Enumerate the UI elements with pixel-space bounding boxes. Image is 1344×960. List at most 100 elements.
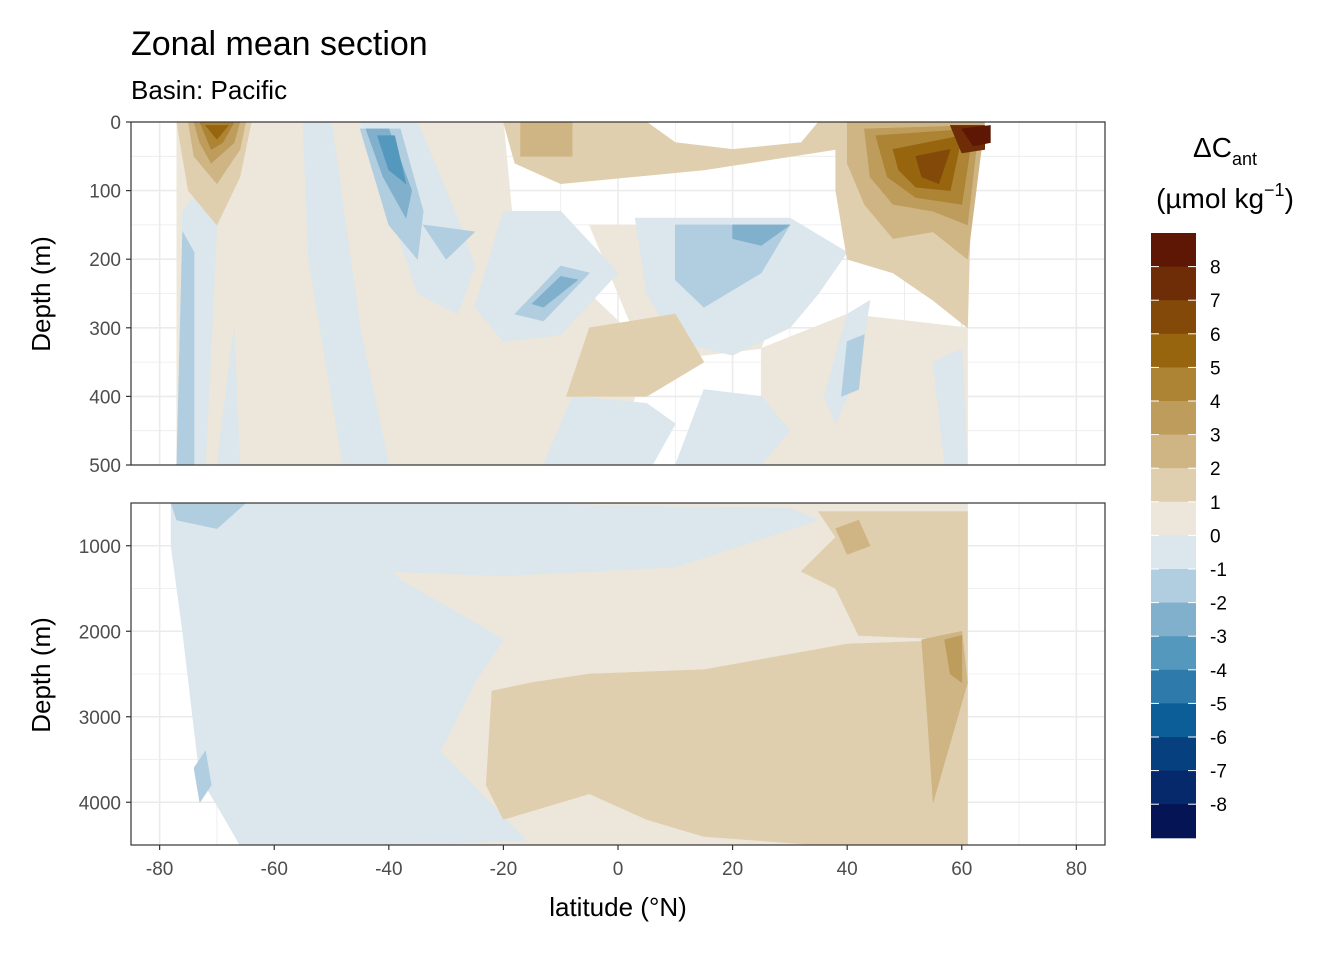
contour-region (841, 334, 865, 397)
contour-region (915, 149, 951, 184)
x-tick-label: 40 (837, 859, 858, 880)
y-tick-label: 4000 (79, 793, 121, 814)
y-tick-label: 500 (89, 456, 121, 477)
legend-title: ΔCant (1193, 132, 1257, 169)
contour-region (835, 519, 871, 555)
legend-label: -8 (1210, 795, 1227, 816)
legend-label: 4 (1210, 392, 1221, 413)
x-tick-label: -80 (146, 859, 173, 880)
legend-label: -4 (1210, 661, 1227, 682)
legend-swatch (1151, 501, 1196, 536)
legend-label: -2 (1210, 594, 1227, 615)
contour-region (732, 224, 791, 246)
contour-region (520, 122, 573, 157)
y-tick-label: 100 (89, 182, 121, 203)
legend-swatch (1151, 535, 1196, 570)
chart-title: Zonal mean section (131, 25, 428, 63)
x-tick-label: -20 (490, 859, 517, 880)
legend-title-main: ΔC (1193, 132, 1232, 163)
legend-swatch (1151, 468, 1196, 503)
contour-region (932, 348, 968, 465)
contour-region (531, 276, 579, 308)
y-tick-label: 2000 (79, 622, 121, 643)
lower-panel: 1000 2000 3000 4000 -80 -60 -40 -20 0 20 40 60 80 (79, 502, 1106, 880)
legend-label: -6 (1210, 728, 1227, 749)
contour-region (365, 128, 413, 219)
legend-swatch (1151, 300, 1196, 335)
x-tick-label: 0 (613, 859, 624, 880)
legend-label: -7 (1210, 762, 1227, 783)
contour-region (503, 122, 848, 184)
panel-border (130, 121, 1106, 466)
x-tick-label: 80 (1066, 859, 1087, 880)
contour-region (193, 750, 212, 803)
x-tick-label: 20 (722, 859, 743, 880)
legend-label: 2 (1210, 459, 1221, 480)
y-axis-label-upper: Depth (m) (26, 236, 56, 352)
contour-region (543, 396, 676, 465)
legend-unit-superscript: −1 (1264, 180, 1285, 200)
legend-label: 1 (1210, 493, 1221, 514)
x-axis-label: latitude (°N) (549, 892, 687, 922)
legend-label: 8 (1210, 258, 1221, 279)
legend-unit: (µmol kg−1) (1156, 180, 1294, 214)
contour-region (216, 327, 241, 465)
upper-panel: 0 100 200 300 400 500 (89, 113, 1106, 477)
y-tick-label: 400 (89, 387, 121, 408)
contour-region (566, 313, 705, 397)
legend-swatch (1151, 703, 1196, 738)
legend-swatch (1151, 233, 1196, 268)
legend-label: -3 (1210, 627, 1227, 648)
legend-swatch (1151, 401, 1196, 436)
contour-region (359, 128, 424, 260)
legend-swatch (1151, 636, 1196, 671)
legend-label: -5 (1210, 694, 1227, 715)
legend-swatch (1151, 333, 1196, 368)
contour-fill (176, 122, 991, 465)
x-tick-label: 60 (951, 859, 972, 880)
contour-region (674, 389, 791, 465)
legend: ΔCant (µmol kg−1) 8 7 6 5 4 3 2 1 0 -1 -2 -3 -4 -5 -6 -… (1151, 132, 1294, 839)
legend-swatch (1151, 737, 1196, 772)
contour-region (961, 125, 991, 147)
y-tick-label: 1000 (79, 537, 121, 558)
contour-region (205, 125, 229, 140)
y-tick-label: 3000 (79, 708, 121, 729)
y-axis-label-lower: Depth (m) (26, 617, 56, 733)
chart-subtitle: Basin: Pacific (131, 75, 287, 105)
legend-unit-close: ) (1285, 183, 1294, 214)
legend-label: 6 (1210, 325, 1221, 346)
contour-region (422, 224, 476, 260)
contour-region (474, 210, 619, 342)
y-tick-label: 300 (89, 319, 121, 340)
contour-region (302, 122, 390, 465)
contour-region (273, 503, 819, 577)
legend-colorbar: 8 7 6 5 4 3 2 1 0 -1 -2 -3 -4 -5 -6 -7 -8 (1151, 233, 1227, 839)
contour-region (176, 231, 195, 465)
legend-swatch (1151, 602, 1196, 637)
legend-swatch (1151, 770, 1196, 805)
legend-swatch (1151, 367, 1196, 402)
legend-unit-main: (µmol kg (1156, 183, 1264, 214)
legend-swatch (1151, 569, 1196, 604)
contour-region (944, 635, 963, 683)
contour-region (485, 639, 968, 845)
legend-swatch (1151, 804, 1196, 839)
contour-region (170, 503, 246, 529)
legend-label: 7 (1210, 291, 1221, 312)
legend-swatch (1151, 266, 1196, 301)
legend-swatch (1151, 434, 1196, 469)
y-tick-label: 200 (89, 250, 121, 271)
legend-label: -1 (1210, 560, 1227, 581)
contour-fill (170, 503, 968, 845)
legend-label: 3 (1210, 426, 1221, 447)
x-tick-label: -60 (261, 859, 288, 880)
legend-label: 0 (1210, 526, 1221, 547)
legend-label: 5 (1210, 358, 1221, 379)
y-tick-label: 0 (110, 113, 121, 134)
legend-title-subscript: ant (1232, 149, 1257, 169)
contour-region (377, 135, 407, 184)
legend-swatch (1151, 669, 1196, 704)
x-tick-label: -40 (375, 859, 402, 880)
